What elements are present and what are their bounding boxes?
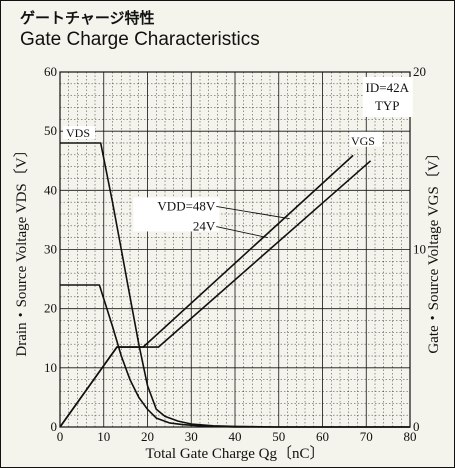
left-y-tick-label: 10 — [44, 360, 57, 375]
left-y-tick-label: 0 — [51, 419, 58, 434]
left-y-axis-label: Drain・Source Voltage VDS〔V〕 — [13, 142, 30, 356]
vdd-48v-pointer — [216, 206, 290, 220]
x-tick-label: 30 — [185, 429, 198, 444]
x-tick-label: 10 — [97, 429, 110, 444]
vds-label-background — [63, 126, 95, 139]
left-y-tick-label: 40 — [44, 182, 57, 197]
condition-id: ID=42A — [366, 80, 410, 95]
x-tick-label: 80 — [404, 429, 417, 444]
left-y-tick-label: 20 — [44, 301, 57, 316]
left-y-tick-label: 30 — [44, 242, 57, 257]
vds-label: VDS — [66, 126, 90, 140]
vdd-24v-label: 24V — [193, 219, 216, 234]
vgs-24v-curve — [59, 154, 354, 428]
x-tick-label: 40 — [229, 429, 242, 444]
vgs-label-background — [349, 131, 382, 147]
left-y-tick-label: 50 — [44, 123, 57, 138]
major-grid — [60, 72, 410, 427]
chart-title-japanese: ゲートチャージ特性 — [20, 9, 155, 27]
vds-24v-curve — [60, 284, 410, 428]
vdd-24v-pointer — [216, 226, 268, 239]
right-y-tick-label: 10 — [413, 242, 426, 257]
series-layer — [59, 142, 410, 428]
x-tick-label: 0 — [57, 429, 64, 444]
x-tick-label: 20 — [141, 429, 154, 444]
right-y-tick-label: 20 — [413, 64, 426, 79]
right-y-axis-label: Gate・Source Voltage VGS〔V〕 — [425, 145, 442, 353]
condition-typ: TYP — [375, 98, 400, 113]
x-axis-label: Total Gate Charge Qg〔nC〕 — [145, 445, 324, 462]
condition-box — [362, 77, 413, 117]
chart-title: Gate Charge Characteristics — [20, 29, 260, 50]
left-y-tick-label: 60 — [44, 64, 57, 79]
right-y-tick-label: 0 — [413, 419, 420, 434]
x-tick-label: 70 — [360, 429, 373, 444]
x-tick-label: 60 — [316, 429, 329, 444]
vdd-label-background — [133, 197, 220, 232]
vdd-48v-label: VDD=48V — [157, 198, 215, 213]
vgs-label: VGS — [351, 134, 375, 148]
x-tick-label: 50 — [272, 429, 285, 444]
